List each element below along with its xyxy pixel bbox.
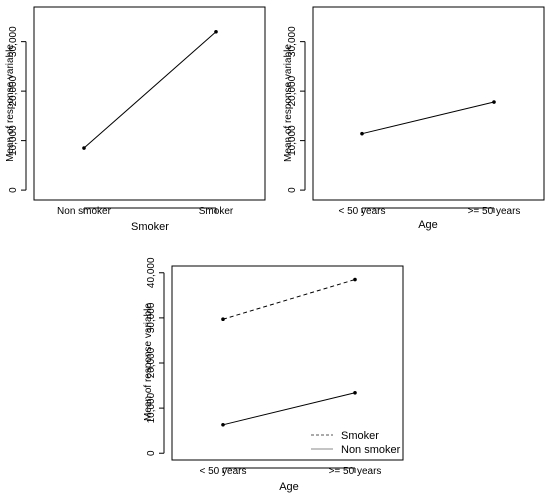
y-tick-label: 40,000 xyxy=(146,257,157,288)
y-tick-label: 30,000 xyxy=(8,26,19,57)
x-tick-label: < 50 years xyxy=(339,206,386,217)
x-tick-label: >= 50 years xyxy=(468,206,521,217)
chart-panel-1: 0 10,000 20,000 30,000 Non smoker Smoker Smo… xyxy=(5,6,266,233)
y-tick-label: 20,000 xyxy=(146,347,157,378)
y-tick-label: 30,000 xyxy=(146,302,157,333)
x-tick-label: Non smoker xyxy=(57,206,112,217)
y-tick-label: 0 xyxy=(287,187,298,193)
y-axis-3: 0 10,000 20,000 30,000 40,000 xyxy=(146,257,165,456)
data-point xyxy=(492,100,496,104)
data-point xyxy=(360,131,364,136)
data-point xyxy=(353,390,357,395)
plot-frame-2 xyxy=(312,6,545,201)
x-tick-label: >= 50 years xyxy=(329,466,382,477)
x-axis-label-2: Age xyxy=(418,219,438,231)
y-tick-label: 0 xyxy=(146,450,157,456)
data-point xyxy=(221,423,225,427)
x-axis-label-3: Age xyxy=(279,481,299,493)
y-tick-label: 0 xyxy=(8,187,19,193)
data-point xyxy=(82,146,86,150)
x-tick-label: Smoker xyxy=(199,206,234,217)
y-axis-label-1: Mean of response variable xyxy=(5,44,16,162)
chart-panel-3: 0 10,000 20,000 30,000 40,000 < 50 years >= 5… xyxy=(143,257,404,493)
legend-label: Smoker xyxy=(341,430,379,442)
series-group-3 xyxy=(221,277,357,427)
y-tick-label: 10,000 xyxy=(146,392,157,423)
x-axis-label-1: Smoker xyxy=(131,221,169,233)
y-axis-label-3: Mean of response variable xyxy=(143,303,154,421)
chart-panel-2: 0 10,000 20,000 30,000 < 50 years >= 50 year… xyxy=(283,6,545,231)
plot-frame-1 xyxy=(33,6,266,201)
series-line-1 xyxy=(222,279,356,320)
y-tick-label: 10,000 xyxy=(8,125,19,156)
y-tick-label: 10,000 xyxy=(287,125,298,156)
y-tick-label: 30,000 xyxy=(287,26,298,57)
y-axis-label-2: Mean of response variable xyxy=(283,44,294,162)
legend: Smoker Non smoker xyxy=(311,430,401,456)
legend-label: Non smoker xyxy=(341,444,401,456)
x-axis-2: < 50 years >= 50 years xyxy=(339,206,521,217)
series-line-2 xyxy=(222,392,356,426)
x-axis-1: Non smoker Smoker xyxy=(57,206,234,217)
x-axis-3: < 50 years >= 50 years xyxy=(200,466,382,477)
y-tick-label: 20,000 xyxy=(8,75,19,106)
plot-frame-3 xyxy=(171,265,404,461)
y-axis-1: 0 10,000 20,000 30,000 xyxy=(8,26,27,193)
data-point xyxy=(214,29,218,34)
y-tick-label: 20,000 xyxy=(287,75,298,106)
series-line-1 xyxy=(83,31,217,149)
series-group-2 xyxy=(360,100,496,136)
series-group-1 xyxy=(82,29,218,150)
data-point xyxy=(221,317,225,322)
data-point xyxy=(353,277,357,282)
series-line-1 xyxy=(361,101,495,135)
y-axis-2: 0 10,000 20,000 30,000 xyxy=(287,26,306,193)
x-tick-label: < 50 years xyxy=(200,466,247,477)
